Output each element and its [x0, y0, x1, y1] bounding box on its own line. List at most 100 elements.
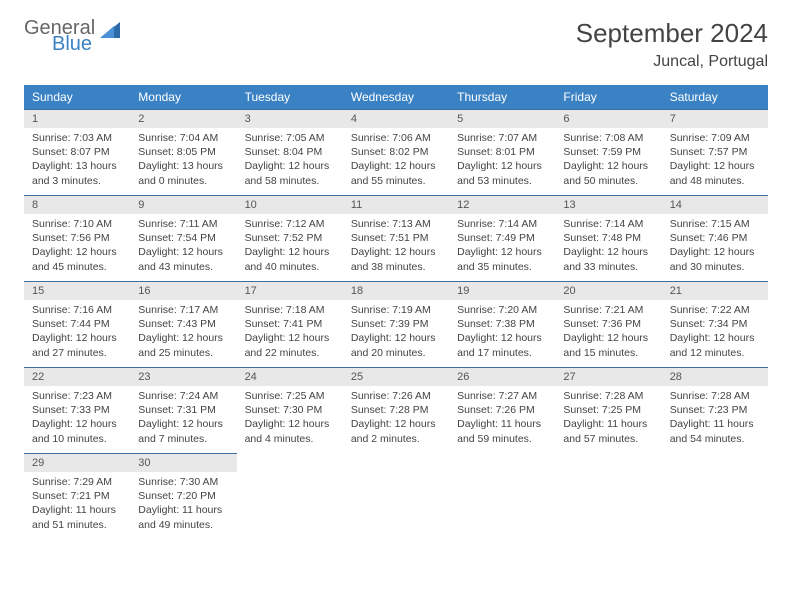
day-body: Sunrise: 7:06 AMSunset: 8:02 PMDaylight:…: [343, 128, 449, 194]
day-cell: 12Sunrise: 7:14 AMSunset: 7:49 PMDayligh…: [449, 195, 555, 281]
day-number: 30: [130, 454, 236, 472]
sunrise-line: Sunrise: 7:12 AM: [245, 217, 335, 231]
day-number: 28: [662, 368, 768, 386]
weekday-header: Thursday: [449, 85, 555, 109]
empty-cell: [343, 453, 449, 539]
calendar-row: 15Sunrise: 7:16 AMSunset: 7:44 PMDayligh…: [24, 281, 768, 367]
brand-line2: Blue: [52, 34, 95, 54]
empty-cell: [555, 453, 661, 539]
sunrise-line: Sunrise: 7:20 AM: [457, 303, 547, 317]
sunrise-line: Sunrise: 7:15 AM: [670, 217, 760, 231]
day-number: 23: [130, 368, 236, 386]
day-body: Sunrise: 7:26 AMSunset: 7:28 PMDaylight:…: [343, 386, 449, 452]
day-number: 2: [130, 110, 236, 128]
daylight-line: Daylight: 12 hours and 27 minutes.: [32, 331, 122, 359]
calendar-cell: 27Sunrise: 7:28 AMSunset: 7:25 PMDayligh…: [555, 367, 661, 453]
calendar-cell: 30Sunrise: 7:30 AMSunset: 7:20 PMDayligh…: [130, 453, 236, 539]
day-number: 1: [24, 110, 130, 128]
weekday-header: Tuesday: [237, 85, 343, 109]
sunrise-line: Sunrise: 7:23 AM: [32, 389, 122, 403]
brand-text: General Blue: [24, 18, 95, 54]
day-body: Sunrise: 7:11 AMSunset: 7:54 PMDaylight:…: [130, 214, 236, 280]
daylight-line: Daylight: 11 hours and 51 minutes.: [32, 503, 122, 531]
sunset-line: Sunset: 7:51 PM: [351, 231, 441, 245]
daylight-line: Daylight: 12 hours and 4 minutes.: [245, 417, 335, 445]
daylight-line: Daylight: 12 hours and 17 minutes.: [457, 331, 547, 359]
day-body: Sunrise: 7:12 AMSunset: 7:52 PMDaylight:…: [237, 214, 343, 280]
day-cell: 28Sunrise: 7:28 AMSunset: 7:23 PMDayligh…: [662, 367, 768, 453]
day-body: Sunrise: 7:22 AMSunset: 7:34 PMDaylight:…: [662, 300, 768, 366]
sunrise-line: Sunrise: 7:03 AM: [32, 131, 122, 145]
day-body: Sunrise: 7:03 AMSunset: 8:07 PMDaylight:…: [24, 128, 130, 194]
sunset-line: Sunset: 7:46 PM: [670, 231, 760, 245]
daylight-line: Daylight: 12 hours and 38 minutes.: [351, 245, 441, 273]
daylight-line: Daylight: 12 hours and 12 minutes.: [670, 331, 760, 359]
day-number: 26: [449, 368, 555, 386]
daylight-line: Daylight: 12 hours and 15 minutes.: [563, 331, 653, 359]
day-body: Sunrise: 7:24 AMSunset: 7:31 PMDaylight:…: [130, 386, 236, 452]
day-body: Sunrise: 7:17 AMSunset: 7:43 PMDaylight:…: [130, 300, 236, 366]
daylight-line: Daylight: 12 hours and 20 minutes.: [351, 331, 441, 359]
day-number: 13: [555, 196, 661, 214]
calendar-cell: 1Sunrise: 7:03 AMSunset: 8:07 PMDaylight…: [24, 109, 130, 195]
daylight-line: Daylight: 12 hours and 50 minutes.: [563, 159, 653, 187]
calendar-cell: 22Sunrise: 7:23 AMSunset: 7:33 PMDayligh…: [24, 367, 130, 453]
day-cell: 13Sunrise: 7:14 AMSunset: 7:48 PMDayligh…: [555, 195, 661, 281]
day-body: Sunrise: 7:27 AMSunset: 7:26 PMDaylight:…: [449, 386, 555, 452]
daylight-line: Daylight: 12 hours and 33 minutes.: [563, 245, 653, 273]
sunset-line: Sunset: 7:31 PM: [138, 403, 228, 417]
day-cell: 11Sunrise: 7:13 AMSunset: 7:51 PMDayligh…: [343, 195, 449, 281]
location-label: Juncal, Portugal: [576, 53, 768, 71]
day-body: Sunrise: 7:30 AMSunset: 7:20 PMDaylight:…: [130, 472, 236, 538]
calendar-cell: 17Sunrise: 7:18 AMSunset: 7:41 PMDayligh…: [237, 281, 343, 367]
daylight-line: Daylight: 12 hours and 22 minutes.: [245, 331, 335, 359]
sunrise-line: Sunrise: 7:07 AM: [457, 131, 547, 145]
sunrise-line: Sunrise: 7:11 AM: [138, 217, 228, 231]
day-cell: 5Sunrise: 7:07 AMSunset: 8:01 PMDaylight…: [449, 109, 555, 195]
sunrise-line: Sunrise: 7:30 AM: [138, 475, 228, 489]
daylight-line: Daylight: 13 hours and 0 minutes.: [138, 159, 228, 187]
day-number: 20: [555, 282, 661, 300]
sunset-line: Sunset: 7:39 PM: [351, 317, 441, 331]
day-cell: 24Sunrise: 7:25 AMSunset: 7:30 PMDayligh…: [237, 367, 343, 453]
sunset-line: Sunset: 7:34 PM: [670, 317, 760, 331]
day-number: 17: [237, 282, 343, 300]
sunset-line: Sunset: 7:57 PM: [670, 145, 760, 159]
day-cell: 29Sunrise: 7:29 AMSunset: 7:21 PMDayligh…: [24, 453, 130, 539]
daylight-line: Daylight: 12 hours and 40 minutes.: [245, 245, 335, 273]
day-number: 4: [343, 110, 449, 128]
daylight-line: Daylight: 12 hours and 45 minutes.: [32, 245, 122, 273]
day-cell: 20Sunrise: 7:21 AMSunset: 7:36 PMDayligh…: [555, 281, 661, 367]
day-number: 16: [130, 282, 236, 300]
day-body: Sunrise: 7:14 AMSunset: 7:48 PMDaylight:…: [555, 214, 661, 280]
empty-cell: [449, 453, 555, 539]
day-cell: 7Sunrise: 7:09 AMSunset: 7:57 PMDaylight…: [662, 109, 768, 195]
day-number: 3: [237, 110, 343, 128]
sunrise-line: Sunrise: 7:19 AM: [351, 303, 441, 317]
calendar-cell: 9Sunrise: 7:11 AMSunset: 7:54 PMDaylight…: [130, 195, 236, 281]
day-body: Sunrise: 7:15 AMSunset: 7:46 PMDaylight:…: [662, 214, 768, 280]
daylight-line: Daylight: 12 hours and 53 minutes.: [457, 159, 547, 187]
day-number: 22: [24, 368, 130, 386]
sunset-line: Sunset: 7:26 PM: [457, 403, 547, 417]
calendar-cell: 20Sunrise: 7:21 AMSunset: 7:36 PMDayligh…: [555, 281, 661, 367]
brand-logo: General Blue: [24, 18, 122, 54]
calendar-cell: 15Sunrise: 7:16 AMSunset: 7:44 PMDayligh…: [24, 281, 130, 367]
calendar-table: Sunday Monday Tuesday Wednesday Thursday…: [24, 85, 768, 539]
sunset-line: Sunset: 7:43 PM: [138, 317, 228, 331]
calendar-cell: 18Sunrise: 7:19 AMSunset: 7:39 PMDayligh…: [343, 281, 449, 367]
sunset-line: Sunset: 8:02 PM: [351, 145, 441, 159]
sunrise-line: Sunrise: 7:13 AM: [351, 217, 441, 231]
calendar-cell: 5Sunrise: 7:07 AMSunset: 8:01 PMDaylight…: [449, 109, 555, 195]
sunset-line: Sunset: 8:01 PM: [457, 145, 547, 159]
sunrise-line: Sunrise: 7:05 AM: [245, 131, 335, 145]
daylight-line: Daylight: 11 hours and 49 minutes.: [138, 503, 228, 531]
calendar-row: 8Sunrise: 7:10 AMSunset: 7:56 PMDaylight…: [24, 195, 768, 281]
weekday-header-row: Sunday Monday Tuesday Wednesday Thursday…: [24, 85, 768, 109]
day-number: 24: [237, 368, 343, 386]
daylight-line: Daylight: 12 hours and 2 minutes.: [351, 417, 441, 445]
day-body: Sunrise: 7:09 AMSunset: 7:57 PMDaylight:…: [662, 128, 768, 194]
weekday-header: Friday: [555, 85, 661, 109]
day-cell: 6Sunrise: 7:08 AMSunset: 7:59 PMDaylight…: [555, 109, 661, 195]
sunset-line: Sunset: 7:21 PM: [32, 489, 122, 503]
